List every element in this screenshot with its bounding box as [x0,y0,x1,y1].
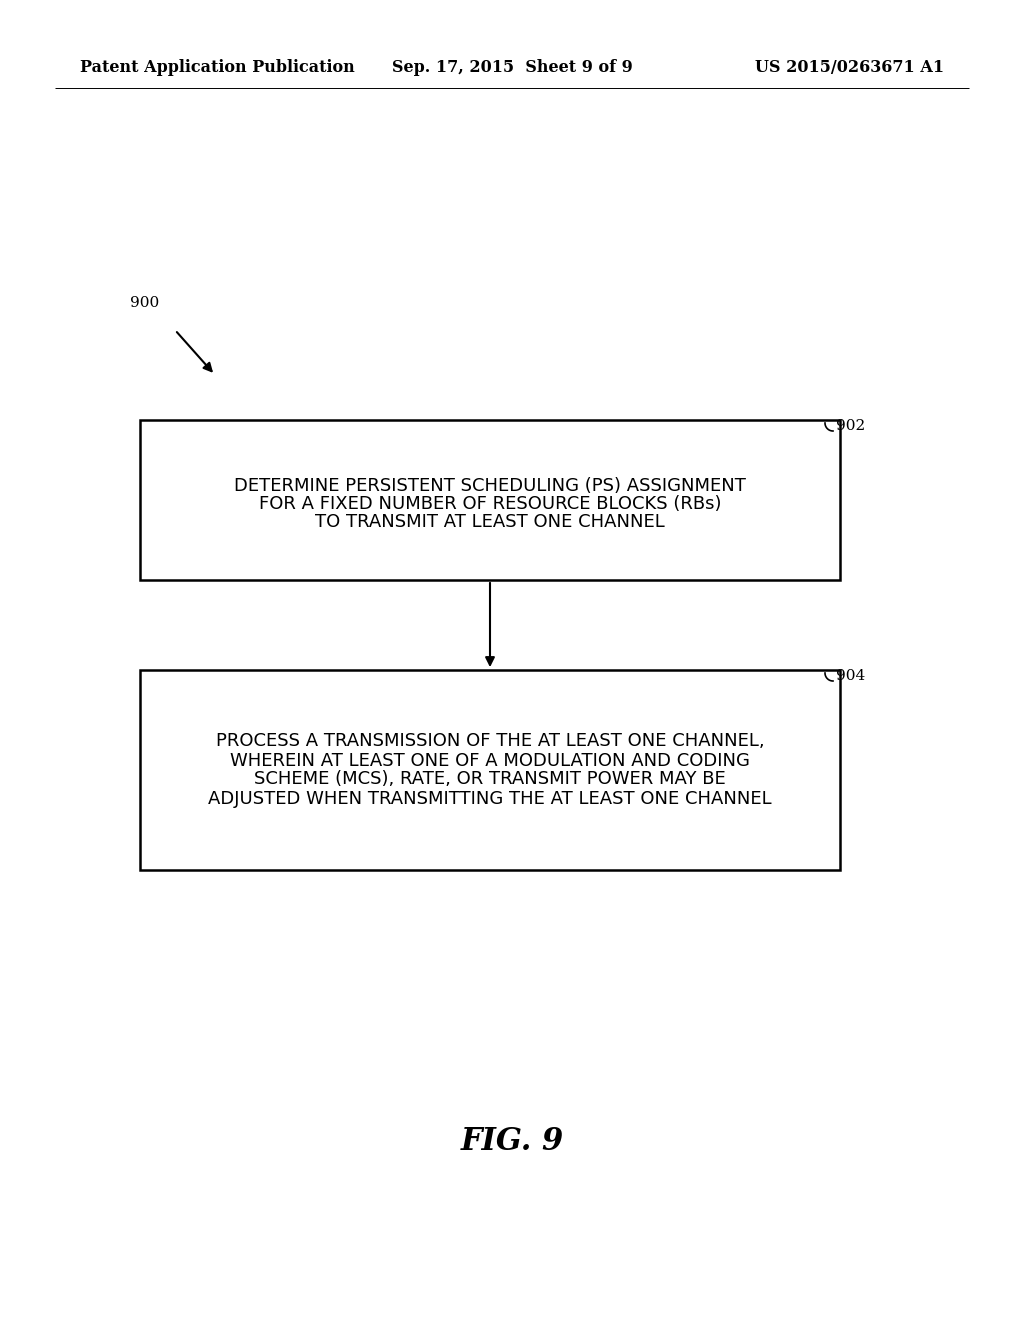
Text: TO TRANSMIT AT LEAST ONE CHANNEL: TO TRANSMIT AT LEAST ONE CHANNEL [315,513,665,531]
Text: US 2015/0263671 A1: US 2015/0263671 A1 [755,59,944,77]
Text: PROCESS A TRANSMISSION OF THE AT LEAST ONE CHANNEL,: PROCESS A TRANSMISSION OF THE AT LEAST O… [216,733,764,751]
Bar [140,671,840,870]
Text: 900: 900 [130,296,160,310]
Text: Sep. 17, 2015  Sheet 9 of 9: Sep. 17, 2015 Sheet 9 of 9 [391,59,633,77]
Text: FIG. 9: FIG. 9 [461,1126,563,1158]
Text: WHEREIN AT LEAST ONE OF A MODULATION AND CODING: WHEREIN AT LEAST ONE OF A MODULATION AND… [230,751,750,770]
Text: 904: 904 [836,669,865,682]
Text: FOR A FIXED NUMBER OF RESOURCE BLOCKS (RBs): FOR A FIXED NUMBER OF RESOURCE BLOCKS (R… [259,495,721,513]
Text: Patent Application Publication: Patent Application Publication [80,59,354,77]
Text: SCHEME (MCS), RATE, OR TRANSMIT POWER MAY BE: SCHEME (MCS), RATE, OR TRANSMIT POWER MA… [254,771,726,788]
Text: 902: 902 [836,418,865,433]
Text: ADJUSTED WHEN TRANSMITTING THE AT LEAST ONE CHANNEL: ADJUSTED WHEN TRANSMITTING THE AT LEAST … [208,789,772,808]
Bar [140,420,840,579]
Text: DETERMINE PERSISTENT SCHEDULING (PS) ASSIGNMENT: DETERMINE PERSISTENT SCHEDULING (PS) ASS… [234,477,745,495]
